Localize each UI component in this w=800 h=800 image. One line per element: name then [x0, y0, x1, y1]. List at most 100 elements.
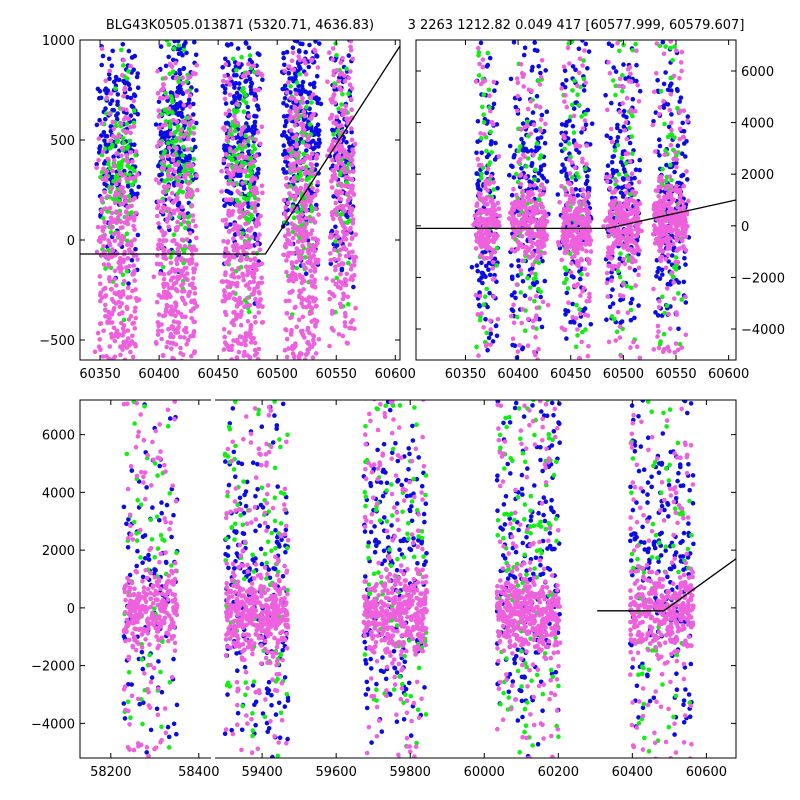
data-point: [247, 53, 253, 58]
data-point: [284, 336, 290, 342]
data-point: [130, 159, 135, 164]
data-point: [193, 5, 198, 10]
data-point: [244, 296, 250, 301]
y-tick-label: 1000: [42, 34, 75, 49]
data-point: [227, 82, 233, 87]
data-point: [661, 10, 666, 15]
data-point: [102, 388, 107, 393]
data-point: [471, 222, 477, 227]
data-point: [343, 323, 348, 329]
data-point: [298, 378, 303, 383]
data-point: [97, 321, 103, 327]
data-point: [352, 141, 358, 147]
data-point: [180, 80, 186, 86]
data-point: [125, 255, 131, 261]
data-point: [487, 181, 492, 187]
data-point: [662, 121, 667, 127]
data-point: [223, 294, 228, 299]
data-point: [629, 296, 635, 302]
data-point: [222, 334, 227, 340]
data-point: [248, 165, 253, 171]
data-point: [166, 184, 171, 189]
data-point: [111, 325, 117, 331]
data-point: [254, 241, 260, 247]
data-point: [629, 134, 635, 139]
data-point: [181, 144, 186, 150]
data-point: [227, 112, 232, 118]
data-point: [559, 169, 564, 174]
data-point: [514, 171, 519, 177]
data-point: [577, 276, 583, 282]
data-point: [282, 170, 287, 175]
data-point: [157, 271, 163, 276]
data-point: [228, 76, 233, 81]
data-point: [129, 214, 135, 219]
data-point: [246, 241, 251, 246]
data-point: [178, 128, 184, 133]
data-point: [474, 150, 479, 156]
data-point: [329, 112, 335, 118]
data-point: [244, 154, 249, 160]
data-point: [167, 402, 172, 407]
data-point: [118, 185, 124, 190]
data-point: [333, 224, 338, 230]
data-point: [289, 314, 294, 320]
data-point: [334, 229, 340, 235]
data-point: [134, 74, 140, 80]
data-point: [576, 175, 581, 180]
data-point: [227, 390, 232, 395]
data-point: [111, 12, 116, 17]
data-point: [294, 159, 300, 164]
data-point: [344, 231, 350, 236]
panel-top-right: 60350 60400 60450 60500 60550 606006000400020…: [415, 10, 785, 382]
data-point: [248, 84, 253, 89]
data-point: [311, 171, 316, 177]
data-point: [281, 143, 287, 148]
data-point: [117, 292, 122, 298]
data-point: [173, 404, 178, 409]
data-point: [536, 64, 541, 69]
data-point: [168, 6, 173, 11]
data-point: [619, 185, 625, 190]
data-point: [488, 251, 494, 257]
data-point: [110, 34, 115, 39]
data-point: [304, 231, 309, 236]
data-point: [676, 12, 681, 17]
data-point: [128, 63, 133, 69]
data-point: [615, 135, 621, 140]
data-point: [124, 268, 130, 274]
data-point: [317, 128, 322, 133]
data-point: [351, 169, 356, 174]
data-point: [161, 184, 167, 189]
data-point: [109, 320, 115, 325]
data-point: [103, 308, 108, 313]
data-point: [615, 268, 621, 274]
data-point: [107, 279, 113, 284]
data-point: [170, 57, 176, 63]
data-point: [328, 258, 334, 263]
data-point: [173, 60, 178, 66]
data-point: [230, 181, 236, 186]
data-point: [586, 49, 592, 54]
data-point: [350, 56, 356, 62]
data-point: [182, 244, 188, 249]
data-point: [128, 349, 133, 355]
data-point: [223, 111, 229, 117]
data-point: [122, 357, 128, 360]
data-point: [171, 232, 177, 237]
data-point: [162, 179, 167, 184]
data-point: [161, 272, 167, 277]
data-point: [613, 69, 619, 74]
data-point: [161, 35, 166, 40]
data-point: [610, 287, 615, 292]
data-point: [129, 55, 135, 60]
data-point: [131, 108, 137, 113]
x-tick-label: 60550: [316, 367, 357, 382]
data-point: [120, 459, 125, 464]
data-point: [167, 212, 172, 218]
data-point: [518, 271, 524, 277]
data-point: [226, 108, 232, 113]
data-point: [168, 260, 174, 266]
data-point: [114, 151, 119, 156]
data-point: [173, 76, 179, 81]
